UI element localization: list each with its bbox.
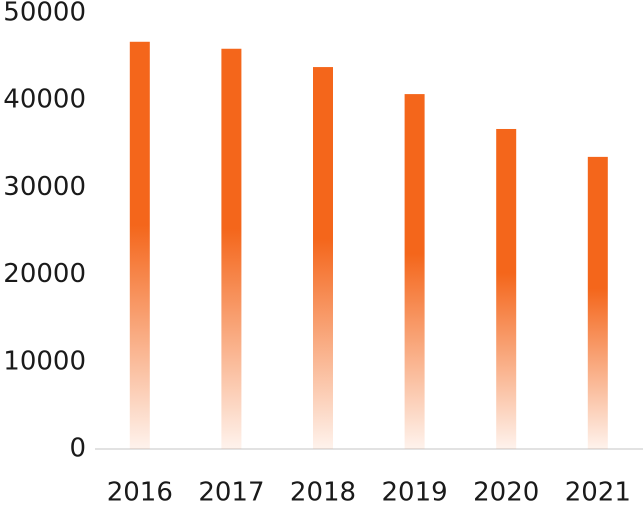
bar (221, 48, 242, 449)
bar (313, 67, 333, 450)
x-tick-label: 2019 (382, 478, 448, 505)
y-tick-label: 30000 (3, 172, 86, 202)
x-tick-label: 2018 (290, 478, 356, 505)
y-tick-label: 40000 (3, 85, 86, 115)
x-tick-label: 2021 (565, 478, 631, 505)
bar (129, 41, 150, 449)
x-tick-label: 2017 (198, 478, 264, 505)
y-tick-label: 10000 (3, 346, 86, 376)
bar (587, 156, 608, 449)
x-tick-label: 2020 (473, 478, 539, 505)
y-tick-label: 0 (69, 434, 86, 464)
y-tick-label: 20000 (3, 259, 86, 289)
y-tick-label: 50000 (3, 0, 86, 28)
bar (496, 128, 517, 449)
bar (404, 94, 425, 449)
x-tick-label: 2016 (107, 478, 173, 505)
